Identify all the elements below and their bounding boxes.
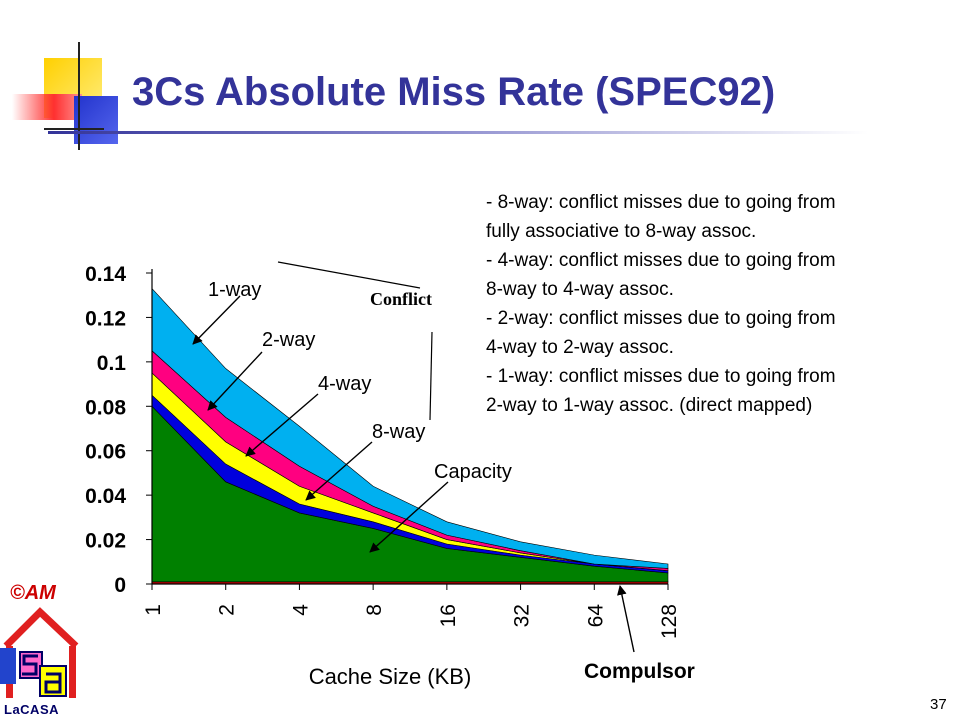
note-line: - 2-way: conflict misses due to going fr… bbox=[486, 308, 836, 329]
y-tick-label: 0 bbox=[114, 574, 126, 597]
label-8way: 8-way bbox=[372, 421, 425, 443]
arrow-compulsory bbox=[617, 585, 635, 653]
logo-roof bbox=[3, 607, 79, 649]
label-2way: 2-way bbox=[262, 329, 315, 351]
decor-blue-square bbox=[74, 96, 118, 144]
conflict-line-upper bbox=[277, 261, 421, 289]
label-conflict: Conflict bbox=[370, 289, 432, 309]
area-1way bbox=[151, 287, 669, 569]
decor-horizontal-line bbox=[44, 128, 104, 130]
logo-blue-block bbox=[0, 648, 16, 684]
decor-vertical-line bbox=[78, 42, 80, 150]
y-tick-label: 0.1 bbox=[97, 352, 127, 375]
y-tick-labels: 0 0.02 0.04 0.06 0.08 0.1 0.12 0.14 bbox=[85, 263, 152, 597]
x-tick-label: 128 bbox=[658, 604, 681, 639]
x-tick-label: 1 bbox=[142, 604, 165, 616]
logo-s-letter bbox=[22, 654, 38, 676]
arrow-2way bbox=[207, 351, 263, 411]
logo-text: LaCASA bbox=[4, 702, 60, 717]
chart-axes bbox=[151, 269, 668, 585]
y-tick-label: 0.14 bbox=[85, 263, 126, 286]
note-line: fully associative to 8-way assoc. bbox=[486, 221, 757, 242]
logo-wall-right bbox=[69, 646, 76, 698]
arrow-8way bbox=[305, 441, 373, 501]
x-tick-label: 4 bbox=[289, 604, 312, 616]
note-line: - 8-way: conflict misses due to going fr… bbox=[486, 192, 836, 213]
label-1way: 1-way bbox=[208, 279, 261, 301]
y-tick-label: 0.08 bbox=[85, 396, 126, 419]
label-capacity: Capacity bbox=[434, 461, 512, 483]
notes-text: - 8-way: conflict misses due to going fr… bbox=[486, 188, 946, 420]
label-4way: 4-way bbox=[318, 373, 371, 395]
x-axis-title: Cache Size (KB) bbox=[309, 664, 472, 689]
y-tick-label: 0.12 bbox=[85, 307, 126, 330]
copyright-mark: ©AM bbox=[10, 582, 56, 604]
title-underline bbox=[48, 131, 868, 134]
arrow-1way bbox=[192, 295, 241, 345]
x-tick-label: 8 bbox=[363, 604, 386, 616]
lacasa-logo bbox=[0, 607, 79, 698]
page-title: 3Cs Absolute Miss Rate (SPEC92) bbox=[132, 70, 776, 114]
logo-a-letter bbox=[44, 672, 62, 694]
slide-number: 37 bbox=[930, 696, 947, 713]
x-tick-label: 2 bbox=[216, 604, 239, 616]
y-tick-label: 0.06 bbox=[85, 441, 126, 464]
x-tick-label: 64 bbox=[584, 604, 607, 628]
x-tick-label: 32 bbox=[511, 604, 534, 627]
label-compulsory: Compulsor bbox=[584, 660, 695, 683]
conflict-line-lower bbox=[429, 331, 433, 421]
note-line: 8-way to 4-way assoc. bbox=[486, 279, 674, 300]
arrow-4way bbox=[245, 393, 319, 457]
note-line: - 4-way: conflict misses due to going fr… bbox=[486, 250, 836, 271]
note-line: 2-way to 1-way assoc. (direct mapped) bbox=[486, 395, 813, 416]
note-line: - 1-way: conflict misses due to going fr… bbox=[486, 366, 836, 387]
y-tick-label: 0.02 bbox=[85, 530, 126, 553]
arrow-capacity bbox=[369, 481, 449, 553]
y-tick-label: 0.04 bbox=[85, 485, 126, 508]
note-line: 4-way to 2-way assoc. bbox=[486, 337, 674, 358]
decor-red-bar bbox=[12, 94, 82, 120]
x-tick-labels: 1 2 4 8 16 32 64 128 bbox=[142, 584, 681, 639]
x-tick-label: 16 bbox=[437, 604, 460, 627]
title-decoration bbox=[0, 0, 140, 160]
